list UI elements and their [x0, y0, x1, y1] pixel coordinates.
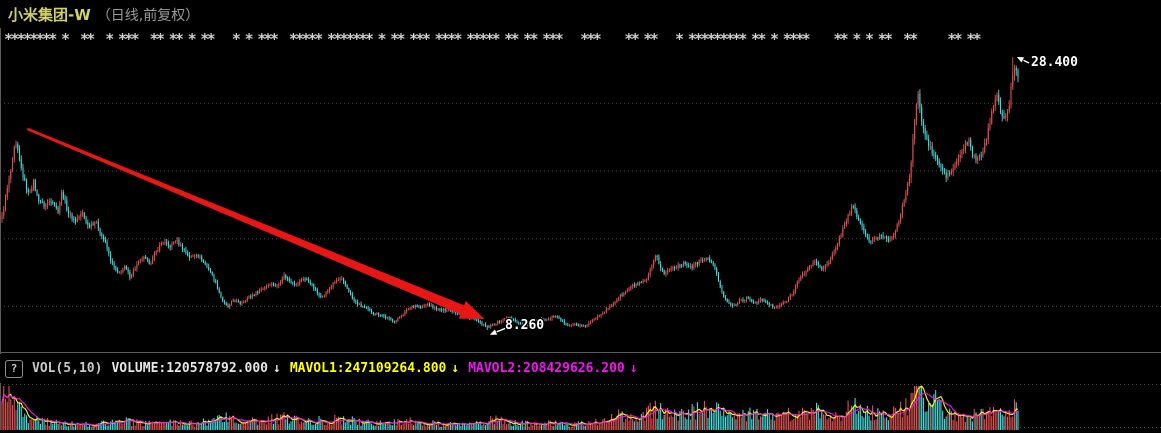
indicator-field-value: MAVOL1:247109264.800: [289, 361, 447, 376]
indicator-field: MAVOL2:208429626.200 ↓: [468, 361, 637, 376]
chart-header: 小米集团-W （日线,前复权）: [8, 4, 199, 25]
volume-indicator-bar: ? VOL(5,10) VOLUME:120578792.000 ↓ MAVOL1:…: [0, 354, 1161, 383]
down-arrow-icon: ↓: [629, 361, 638, 376]
help-icon[interactable]: ?: [5, 359, 23, 378]
high-price-label: 28.400: [1031, 55, 1078, 70]
indicator-field-value: VOLUME:120578792.000: [111, 361, 268, 376]
period-label: （日线,前复权）: [96, 8, 200, 24]
down-arrow-icon: ↓: [451, 361, 460, 376]
stock-title[interactable]: 小米集团-W: [8, 6, 91, 24]
event-marker-row[interactable]: ******** * ** * *** ** ** * ** * * *** *…: [4, 31, 982, 48]
indicator-values: VOLUME:120578792.000 ↓ MAVOL1:247109264.80…: [111, 361, 637, 376]
low-price-label: 8.260: [505, 318, 545, 333]
indicator-name[interactable]: VOL(5,10): [32, 361, 103, 376]
down-arrow-icon: ↓: [273, 361, 281, 376]
indicator-field: MAVOL1:247109264.800 ↓: [290, 361, 459, 376]
indicator-field: VOLUME:120578792.000 ↓: [111, 361, 280, 376]
indicator-field-value: MAVOL2:208429626.200: [468, 361, 625, 376]
